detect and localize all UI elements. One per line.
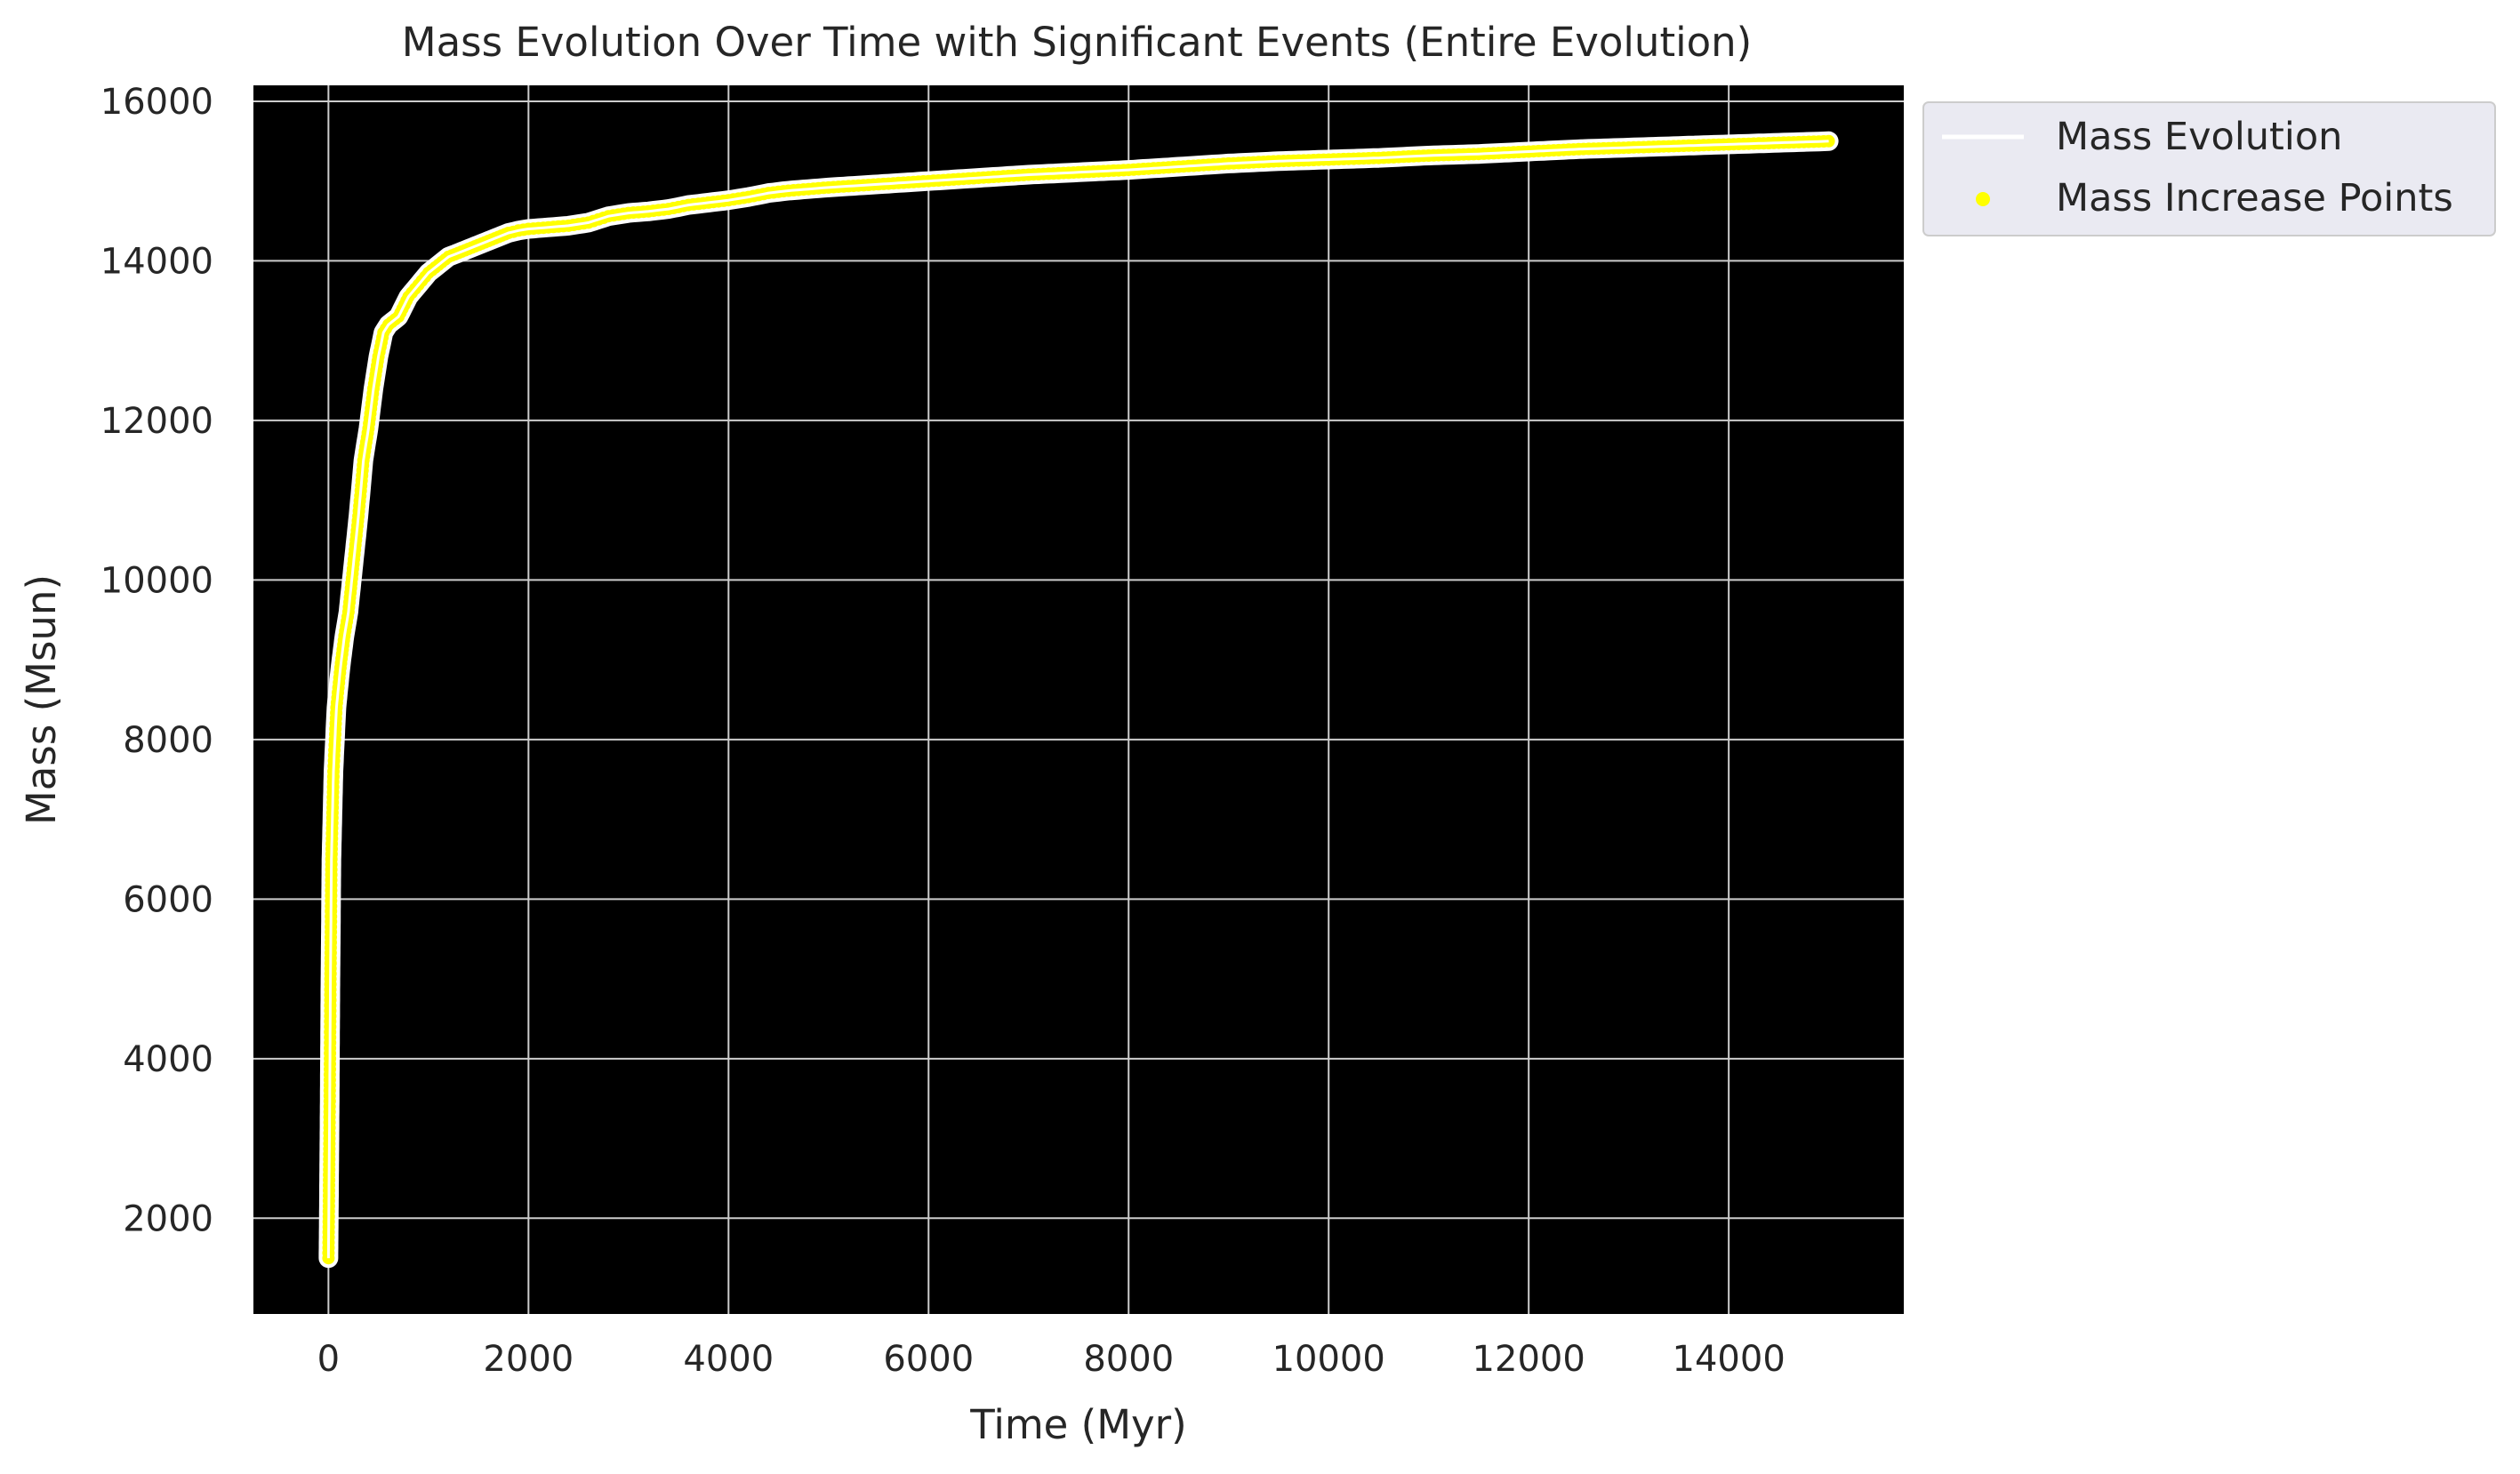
x-tick-label: 12000 <box>1473 1339 1585 1380</box>
legend-point-swatch <box>1976 192 1990 206</box>
x-tick-label: 6000 <box>883 1339 974 1380</box>
plot-area <box>253 85 1904 1314</box>
y-tick-label: 6000 <box>123 879 213 920</box>
grid-lines <box>253 85 1904 1314</box>
y-tick-label: 12000 <box>100 401 213 442</box>
y-tick-label: 16000 <box>100 82 213 123</box>
series-line-mass-evolution <box>326 140 1829 1259</box>
chart-title: Mass Evolution Over Time with Significan… <box>402 19 1752 66</box>
x-axis-ticks: 0 2000 4000 6000 8000 10000 12000 14000 <box>317 1339 1786 1380</box>
y-tick-label: 10000 <box>100 560 213 601</box>
y-tick-label: 14000 <box>100 241 213 282</box>
x-axis-label: Time (Myr) <box>969 1401 1187 1448</box>
legend-label-mass-evolution: Mass Evolution <box>2056 115 2342 159</box>
legend-label-mass-increase-points: Mass Increase Points <box>2056 176 2453 220</box>
y-tick-label: 2000 <box>123 1198 213 1239</box>
x-tick-label: 8000 <box>1083 1339 1174 1380</box>
x-tick-label: 14000 <box>1673 1339 1786 1380</box>
y-axis-ticks: 2000 4000 6000 8000 10000 12000 14000 16000 <box>100 82 213 1239</box>
x-tick-label: 10000 <box>1272 1339 1385 1380</box>
y-tick-label: 4000 <box>123 1039 213 1080</box>
x-tick-label: 2000 <box>483 1339 574 1380</box>
y-tick-label: 8000 <box>123 720 213 761</box>
x-tick-label: 4000 <box>683 1339 774 1380</box>
legend: Mass Evolution Mass Increase Points <box>1922 101 2496 236</box>
x-tick-label: 0 <box>317 1339 340 1380</box>
legend-box <box>1922 101 2496 236</box>
y-axis-label: Mass (Msun) <box>18 574 65 825</box>
series-group <box>318 131 1839 1269</box>
